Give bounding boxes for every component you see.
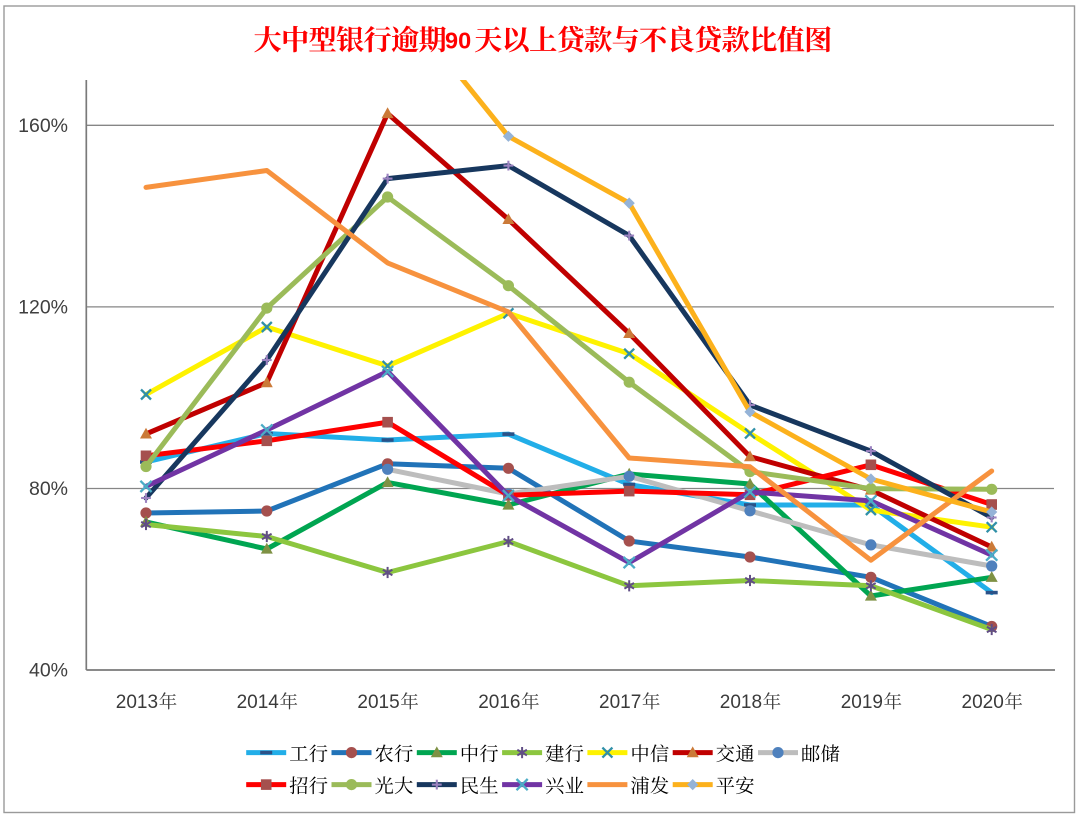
svg-text:2014: 2014 (237, 692, 280, 713)
svg-text:2019: 2019 (841, 692, 883, 713)
svg-text:120%: 120% (18, 296, 68, 318)
svg-text:40%: 40% (29, 660, 68, 682)
svg-text:90: 90 (445, 27, 471, 53)
svg-text:2015: 2015 (357, 692, 399, 713)
svg-text:2013: 2013 (116, 692, 158, 713)
svg-text:80%: 80% (29, 478, 68, 500)
svg-text:2020: 2020 (962, 692, 1004, 713)
svg-text:160%: 160% (18, 115, 68, 137)
svg-text:2018: 2018 (720, 692, 762, 713)
svg-text:2017: 2017 (599, 692, 641, 713)
svg-text:2016: 2016 (478, 692, 520, 713)
